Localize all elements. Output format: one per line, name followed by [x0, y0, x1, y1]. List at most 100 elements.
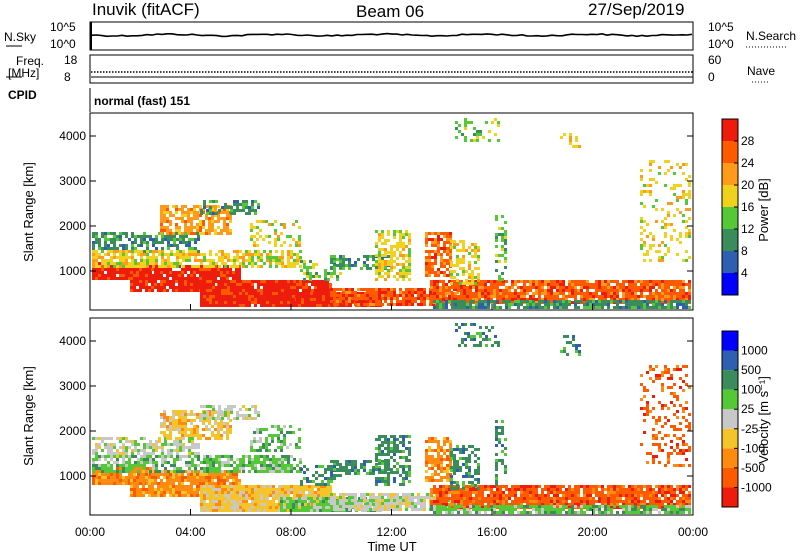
echo-cell: [200, 280, 203, 283]
echo-cell: [339, 502, 342, 505]
echo-cell: [151, 286, 154, 289]
echo-cell: [682, 220, 685, 223]
echo-cell: [95, 262, 98, 265]
echo-cell: [199, 229, 202, 232]
echo-cell: [328, 292, 331, 295]
echo-cell: [592, 485, 595, 488]
echo-cell: [161, 256, 164, 259]
echo-cell: [161, 259, 164, 262]
echo-cell: [143, 259, 146, 262]
echo-cell: [535, 485, 538, 488]
echo-cell: [326, 485, 329, 488]
echo-cell: [442, 494, 445, 497]
echo-cell: [280, 244, 283, 247]
echo-cell: [479, 133, 482, 136]
echo-cell: [226, 226, 229, 229]
echo-cell: [586, 280, 589, 283]
echo-cell: [333, 269, 336, 272]
echo-cell: [568, 491, 571, 494]
echo-cell: [181, 488, 184, 491]
echo-cell: [553, 306, 556, 309]
echo-cell: [473, 127, 476, 130]
echo-cell: [402, 236, 405, 239]
echo-cell: [199, 476, 202, 479]
echo-cell: [283, 497, 286, 500]
echo-cell: [345, 499, 348, 502]
echo-cell: [381, 233, 384, 236]
echo-cell: [155, 235, 158, 238]
echo-cell: [493, 503, 496, 506]
echo-cell: [187, 485, 190, 488]
echo-cell: [284, 289, 287, 292]
echo-cell: [619, 300, 622, 303]
echo-cell: [289, 235, 292, 238]
echo-cell: [637, 306, 640, 309]
echo-cell: [501, 278, 504, 281]
echo-cell: [116, 268, 119, 271]
echo-cell: [266, 292, 269, 295]
echo-cell: [547, 289, 550, 292]
echo-cell: [182, 253, 185, 256]
echo-cell: [289, 298, 292, 301]
echo-cell: [169, 214, 172, 217]
echo-cell: [676, 280, 679, 283]
echo-cell: [454, 306, 457, 309]
echo-cell: [104, 241, 107, 244]
echo-cell: [478, 497, 481, 500]
echo-cell: [520, 286, 523, 289]
echo-cell: [193, 277, 196, 280]
echo-cell: [631, 283, 634, 286]
echo-cell: [333, 272, 336, 275]
echo-cell: [431, 271, 434, 274]
echo-cell: [375, 300, 378, 303]
echo-cell: [446, 247, 449, 250]
echo-cell: [184, 265, 187, 268]
echo-cell: [529, 503, 532, 506]
echo-cell: [325, 292, 328, 295]
echo-cell: [307, 295, 310, 298]
echo-cell: [212, 485, 215, 488]
echo-cell: [378, 251, 381, 254]
echo-cell: [472, 491, 475, 494]
echo-cell: [302, 485, 305, 488]
echo-cell: [205, 473, 208, 476]
echo-cell: [218, 509, 221, 512]
echo-cell: [553, 283, 556, 286]
echo-cell: [272, 295, 275, 298]
echo-cell: [667, 292, 670, 295]
echo-cell: [191, 265, 194, 268]
echo-cell: [139, 289, 142, 292]
echo-cell: [354, 496, 357, 499]
echo-cell: [224, 280, 227, 283]
echo-cell: [450, 276, 453, 279]
echo-cell: [360, 505, 363, 508]
echo-cell: [265, 220, 268, 223]
echo-cell: [342, 496, 345, 499]
echo-cell: [304, 304, 307, 307]
echo-cell: [631, 298, 634, 301]
echo-cell: [431, 268, 434, 271]
echo-cell: [160, 223, 163, 226]
echo-cell: [158, 253, 161, 256]
echo-cell: [263, 503, 266, 506]
echo-cell: [532, 306, 535, 309]
echo-cell: [369, 499, 372, 502]
echo-cell: [652, 300, 655, 303]
echo-cell: [496, 491, 499, 494]
echo-cell: [685, 250, 688, 253]
echo-cell: [263, 298, 266, 301]
echo-cell: [257, 203, 260, 206]
echo-cell: [390, 266, 393, 269]
echo-cell: [203, 200, 206, 203]
echo-cell: [139, 280, 142, 283]
echo-cell: [649, 289, 652, 292]
echo-cell: [378, 272, 381, 275]
echo-cell: [259, 235, 262, 238]
echo-cell: [169, 485, 172, 488]
echo-cell: [393, 496, 396, 499]
echo-cell: [538, 497, 541, 500]
echo-cell: [308, 280, 311, 283]
echo-cell: [345, 300, 348, 303]
echo-cell: [430, 295, 433, 298]
echo-cell: [333, 493, 336, 496]
